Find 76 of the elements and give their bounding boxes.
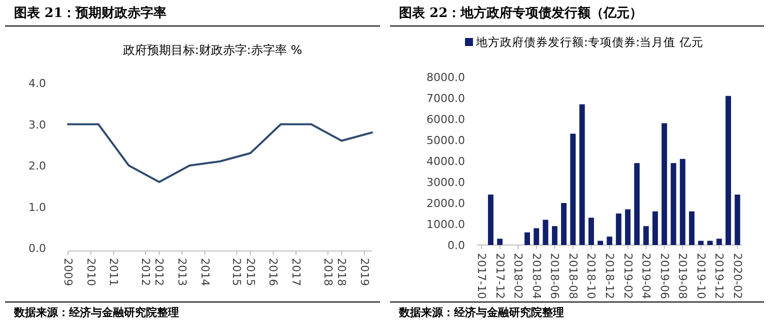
bar <box>734 194 740 245</box>
bar <box>689 211 694 245</box>
legend: 地方政府债券发行额:专项债券:当月值 亿元 <box>465 35 704 49</box>
bar <box>524 232 530 245</box>
x-tick-label: 2012 <box>139 258 152 286</box>
bar <box>488 194 494 245</box>
bar <box>662 123 668 245</box>
x-tick-label: 2018-04 <box>530 253 543 299</box>
bar <box>570 134 576 245</box>
bar <box>542 220 548 245</box>
x-tick-label: 2011 <box>107 258 120 286</box>
y-tick-label: 4.0 <box>28 77 46 90</box>
x-tick-label: 2014 <box>198 258 212 286</box>
line-series <box>67 123 373 183</box>
y-tick-label: 5000.0 <box>426 134 465 147</box>
x-tick-label: 2019 <box>358 258 371 286</box>
x-tick-label: 2019-04 <box>640 253 653 299</box>
x-tick-label: 2019-10 <box>694 253 708 299</box>
x-tick-label: 2015 <box>230 258 244 286</box>
bar <box>625 209 631 245</box>
bar <box>670 163 676 245</box>
bar <box>534 228 540 245</box>
y-tick-label: 3000.0 <box>426 176 465 189</box>
x-tick-label: 2013 <box>176 258 188 286</box>
chart-subtitle: 政府预期目标:财政赤字:赤字率 % <box>122 43 302 57</box>
x-tick-label: 2018-08 <box>566 253 580 299</box>
bar <box>634 163 640 245</box>
x-tick-label: 2017-10 <box>475 253 488 299</box>
x-tick-label: 2010 <box>84 258 98 286</box>
x-tick-label: 2009 <box>62 258 74 286</box>
bar <box>598 240 604 245</box>
y-tick-label: 6000.0 <box>426 113 465 126</box>
x-tick-label: 2019-12 <box>712 253 726 299</box>
x-tick-label: 2020-02 <box>730 253 744 299</box>
bar <box>716 238 722 245</box>
y-tick-label: 4000.0 <box>426 155 465 168</box>
bar <box>552 226 558 245</box>
y-tick-label: 1000.0 <box>426 218 465 231</box>
x-tick-label: 2019-02 <box>621 253 634 299</box>
y-tick-label: 7000.0 <box>426 92 465 105</box>
y-tick-label: 0.0 <box>448 239 465 252</box>
x-tick-label: 2018-02 <box>512 253 525 299</box>
bar <box>643 226 649 245</box>
bar <box>698 240 704 245</box>
x-tick-label: 2018 <box>321 258 334 286</box>
y-tick-label: 3.0 <box>28 118 46 132</box>
x-tick-label: 2016 <box>266 258 280 286</box>
bar <box>497 238 503 245</box>
y-tick-label: 8000.0 <box>426 71 465 84</box>
x-tick-label: 2015 <box>244 258 257 286</box>
bar <box>616 214 622 245</box>
x-tick-label: 2018-10 <box>584 253 598 299</box>
bar <box>726 96 732 245</box>
chart-title: 图表 22：地方政府专项债发行额（亿元） <box>399 5 643 21</box>
y-tick-label: 2000.0 <box>426 197 465 210</box>
y-tick-label: 2.0 <box>28 160 46 172</box>
bar <box>561 203 567 245</box>
bar <box>579 104 585 245</box>
bar <box>707 240 713 245</box>
x-tick-label: 2018-06 <box>548 253 562 299</box>
y-tick-label: 1.0 <box>28 200 46 214</box>
x-tick-label: 2017 <box>290 258 302 286</box>
x-tick-label: 2018 <box>335 258 348 286</box>
bar <box>680 158 686 245</box>
y-tick-label: 0.0 <box>28 242 46 255</box>
bar <box>588 218 594 245</box>
source-note: 数据来源：经济与金融研究院整理 <box>13 306 179 319</box>
x-tick-label: 2018-12 <box>603 253 616 299</box>
chart-title: 图表 21：预期财政赤字率 <box>14 5 167 21</box>
x-tick-label: 2019-06 <box>658 253 671 299</box>
x-tick-label: 2017-12 <box>493 253 506 299</box>
bar <box>652 211 658 245</box>
bar <box>606 236 612 245</box>
x-tick-label: 2019-08 <box>676 253 690 299</box>
x-tick-label: 2012 <box>152 258 166 286</box>
source-note: 数据来源：经济与金融研究院整理 <box>398 306 564 319</box>
